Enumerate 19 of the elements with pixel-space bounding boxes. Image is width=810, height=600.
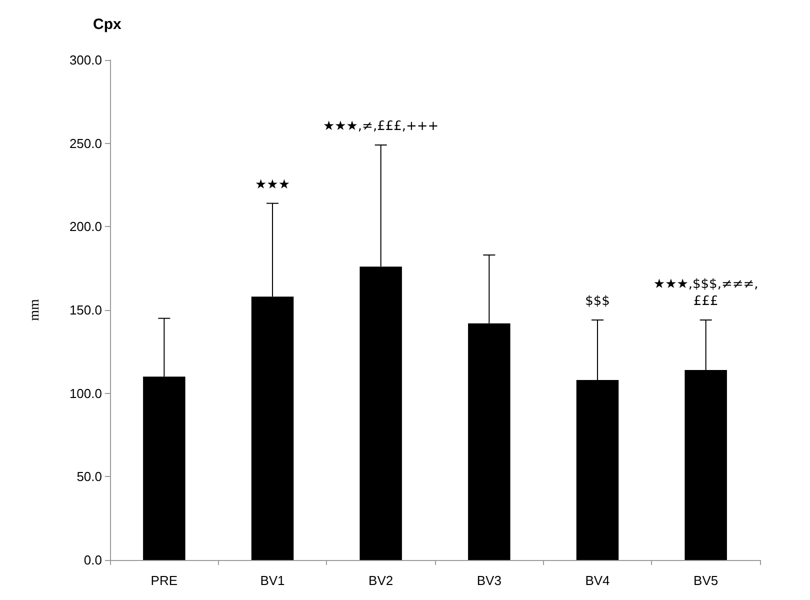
y-axis-title: mm <box>28 299 42 321</box>
x-tick-label: BV1 <box>260 573 285 588</box>
annotation: ★★★,≠,£££,+++ <box>322 119 439 134</box>
y-tick-label: 250.0 <box>69 136 102 151</box>
annotation: ★★★,$$$,≠≠≠, £££ <box>653 277 758 309</box>
x-tick-label: BV3 <box>476 573 502 588</box>
y-tick-label: 50.0 <box>76 469 102 484</box>
annotation: $$$ <box>585 294 610 309</box>
y-tick-label: 100.0 <box>69 386 102 401</box>
y-tick-label: 200.0 <box>69 219 102 234</box>
annotation: ★★★ <box>255 177 290 192</box>
y-tick-label: 300.0 <box>69 52 102 68</box>
x-tick-label: BV4 <box>585 573 610 588</box>
x-tick-label: BV5 <box>694 573 718 588</box>
y-tick-label: 150.0 <box>69 302 102 318</box>
x-tick-label: PRE <box>150 573 178 588</box>
y-tick-label: 0.0 <box>84 552 102 568</box>
chart-title: Cpx <box>93 16 122 33</box>
x-tick-label: BV2 <box>368 573 394 588</box>
